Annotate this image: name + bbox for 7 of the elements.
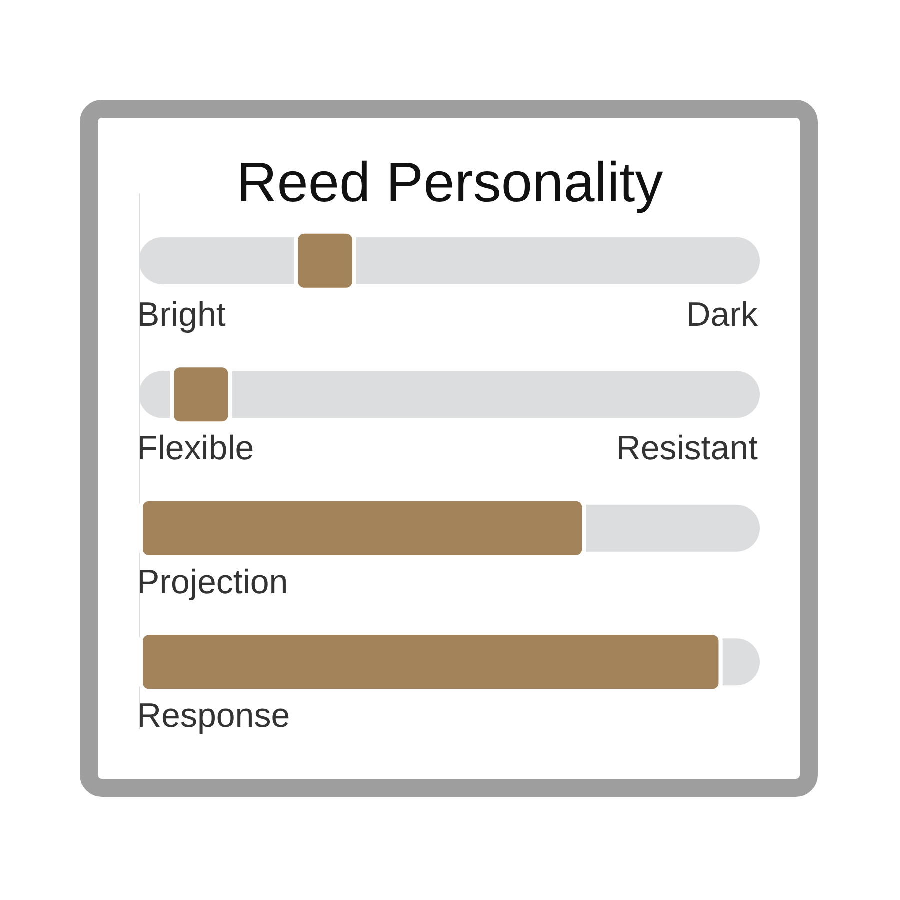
chart-title: Reed Personality [236, 150, 664, 214]
y-tick-label: Projection [137, 563, 288, 602]
annotation: Resistant [616, 430, 759, 468]
y-tick-label: Response [137, 697, 290, 736]
y-tick-label: Bright [137, 296, 226, 334]
annotation: Dark [686, 296, 759, 334]
y-tick-label: Flexible [137, 430, 254, 468]
